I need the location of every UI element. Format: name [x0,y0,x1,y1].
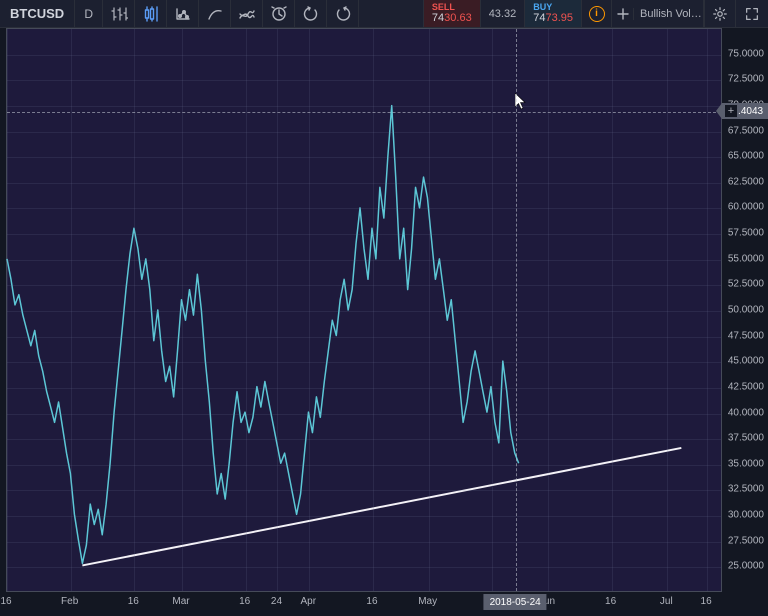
yaxis-label: 37.5000 [728,433,764,444]
yaxis-label: 42.5000 [728,381,764,392]
yaxis-label: 60.0000 [728,202,764,213]
buy-label: BUY [533,3,573,12]
settings-icon[interactable] [704,0,736,27]
crosshair-time-tag: 2018-05-24 [484,594,547,610]
sell-button[interactable]: SELL 7430.63 [424,0,481,27]
xaxis-label: Feb [61,596,78,607]
study-dropdown[interactable]: Bullish Vol… [634,0,704,27]
time-axis[interactable]: 16Feb16Mar1624Apr16May16Jun16Jul162018-0… [6,592,722,616]
bars-style-icon[interactable] [103,0,135,27]
sell-label: SELL [432,3,472,12]
yaxis-label: 30.0000 [728,510,764,521]
yaxis-label: 72.5000 [728,74,764,85]
yaxis-label: 47.5000 [728,330,764,341]
candles-style-icon[interactable] [135,0,167,27]
yaxis-label: 25.0000 [728,561,764,572]
yaxis-label: 55.0000 [728,253,764,264]
toolbar: BTCUSD D SELL 7430.63 43.32 BUY 7473.95 … [0,0,768,28]
buy-price: 7473.95 [533,12,573,24]
yaxis-label: 50.0000 [728,305,764,316]
indicators-icon[interactable] [167,0,199,27]
yaxis-label: 75.0000 [728,48,764,59]
info-icon: i [589,6,605,22]
xaxis-label: 16 [605,596,616,607]
xaxis-label: Jul [660,596,673,607]
yaxis-label: 40.0000 [728,407,764,418]
ticket-panel: SELL 7430.63 43.32 BUY 7473.95 i [423,0,612,27]
chart-area: 25.0000 27.5000 30.0000 32.5000 35.0000 37.50… [0,28,768,616]
compare-icon[interactable] [231,0,263,27]
yaxis-label: 35.0000 [728,458,764,469]
xaxis-label: 16 [239,596,250,607]
symbol-label[interactable]: BTCUSD [0,0,75,27]
xaxis-label: 24 [271,596,282,607]
buy-button[interactable]: BUY 7473.95 [525,0,582,27]
xaxis-label: 16 [366,596,377,607]
xaxis-label: Mar [172,596,189,607]
add-alert-at-price-button[interactable]: + [724,104,738,118]
add-study-button[interactable] [612,8,634,20]
line-tool-icon[interactable] [199,0,231,27]
yaxis-label: 57.5000 [728,228,764,239]
redo-icon[interactable] [327,0,359,27]
yaxis-label: 62.5000 [728,176,764,187]
yaxis-label: 45.0000 [728,356,764,367]
xaxis-label: Apr [301,596,317,607]
xaxis-label: 16 [128,596,139,607]
chart-canvas [7,29,721,591]
fullscreen-icon[interactable] [736,0,768,27]
spread-value: 43.32 [481,0,526,27]
undo-icon[interactable] [295,0,327,27]
price-chart[interactable] [6,28,722,592]
yaxis-label: 67.5000 [728,125,764,136]
interval-selector[interactable]: D [75,0,103,27]
plus-icon [617,8,629,20]
xaxis-label: 16 [0,596,11,607]
xaxis-label: 16 [701,596,712,607]
yaxis-label: 32.5000 [728,484,764,495]
yaxis-label: 65.0000 [728,151,764,162]
alert-icon[interactable] [263,0,295,27]
info-button[interactable]: i [582,0,612,27]
xaxis-label: May [418,596,437,607]
yaxis-label: 52.5000 [728,279,764,290]
price-axis[interactable]: 25.0000 27.5000 30.0000 32.5000 35.0000 37.50… [722,28,768,592]
sell-price: 7430.63 [432,12,472,24]
yaxis-label: 27.5000 [728,535,764,546]
